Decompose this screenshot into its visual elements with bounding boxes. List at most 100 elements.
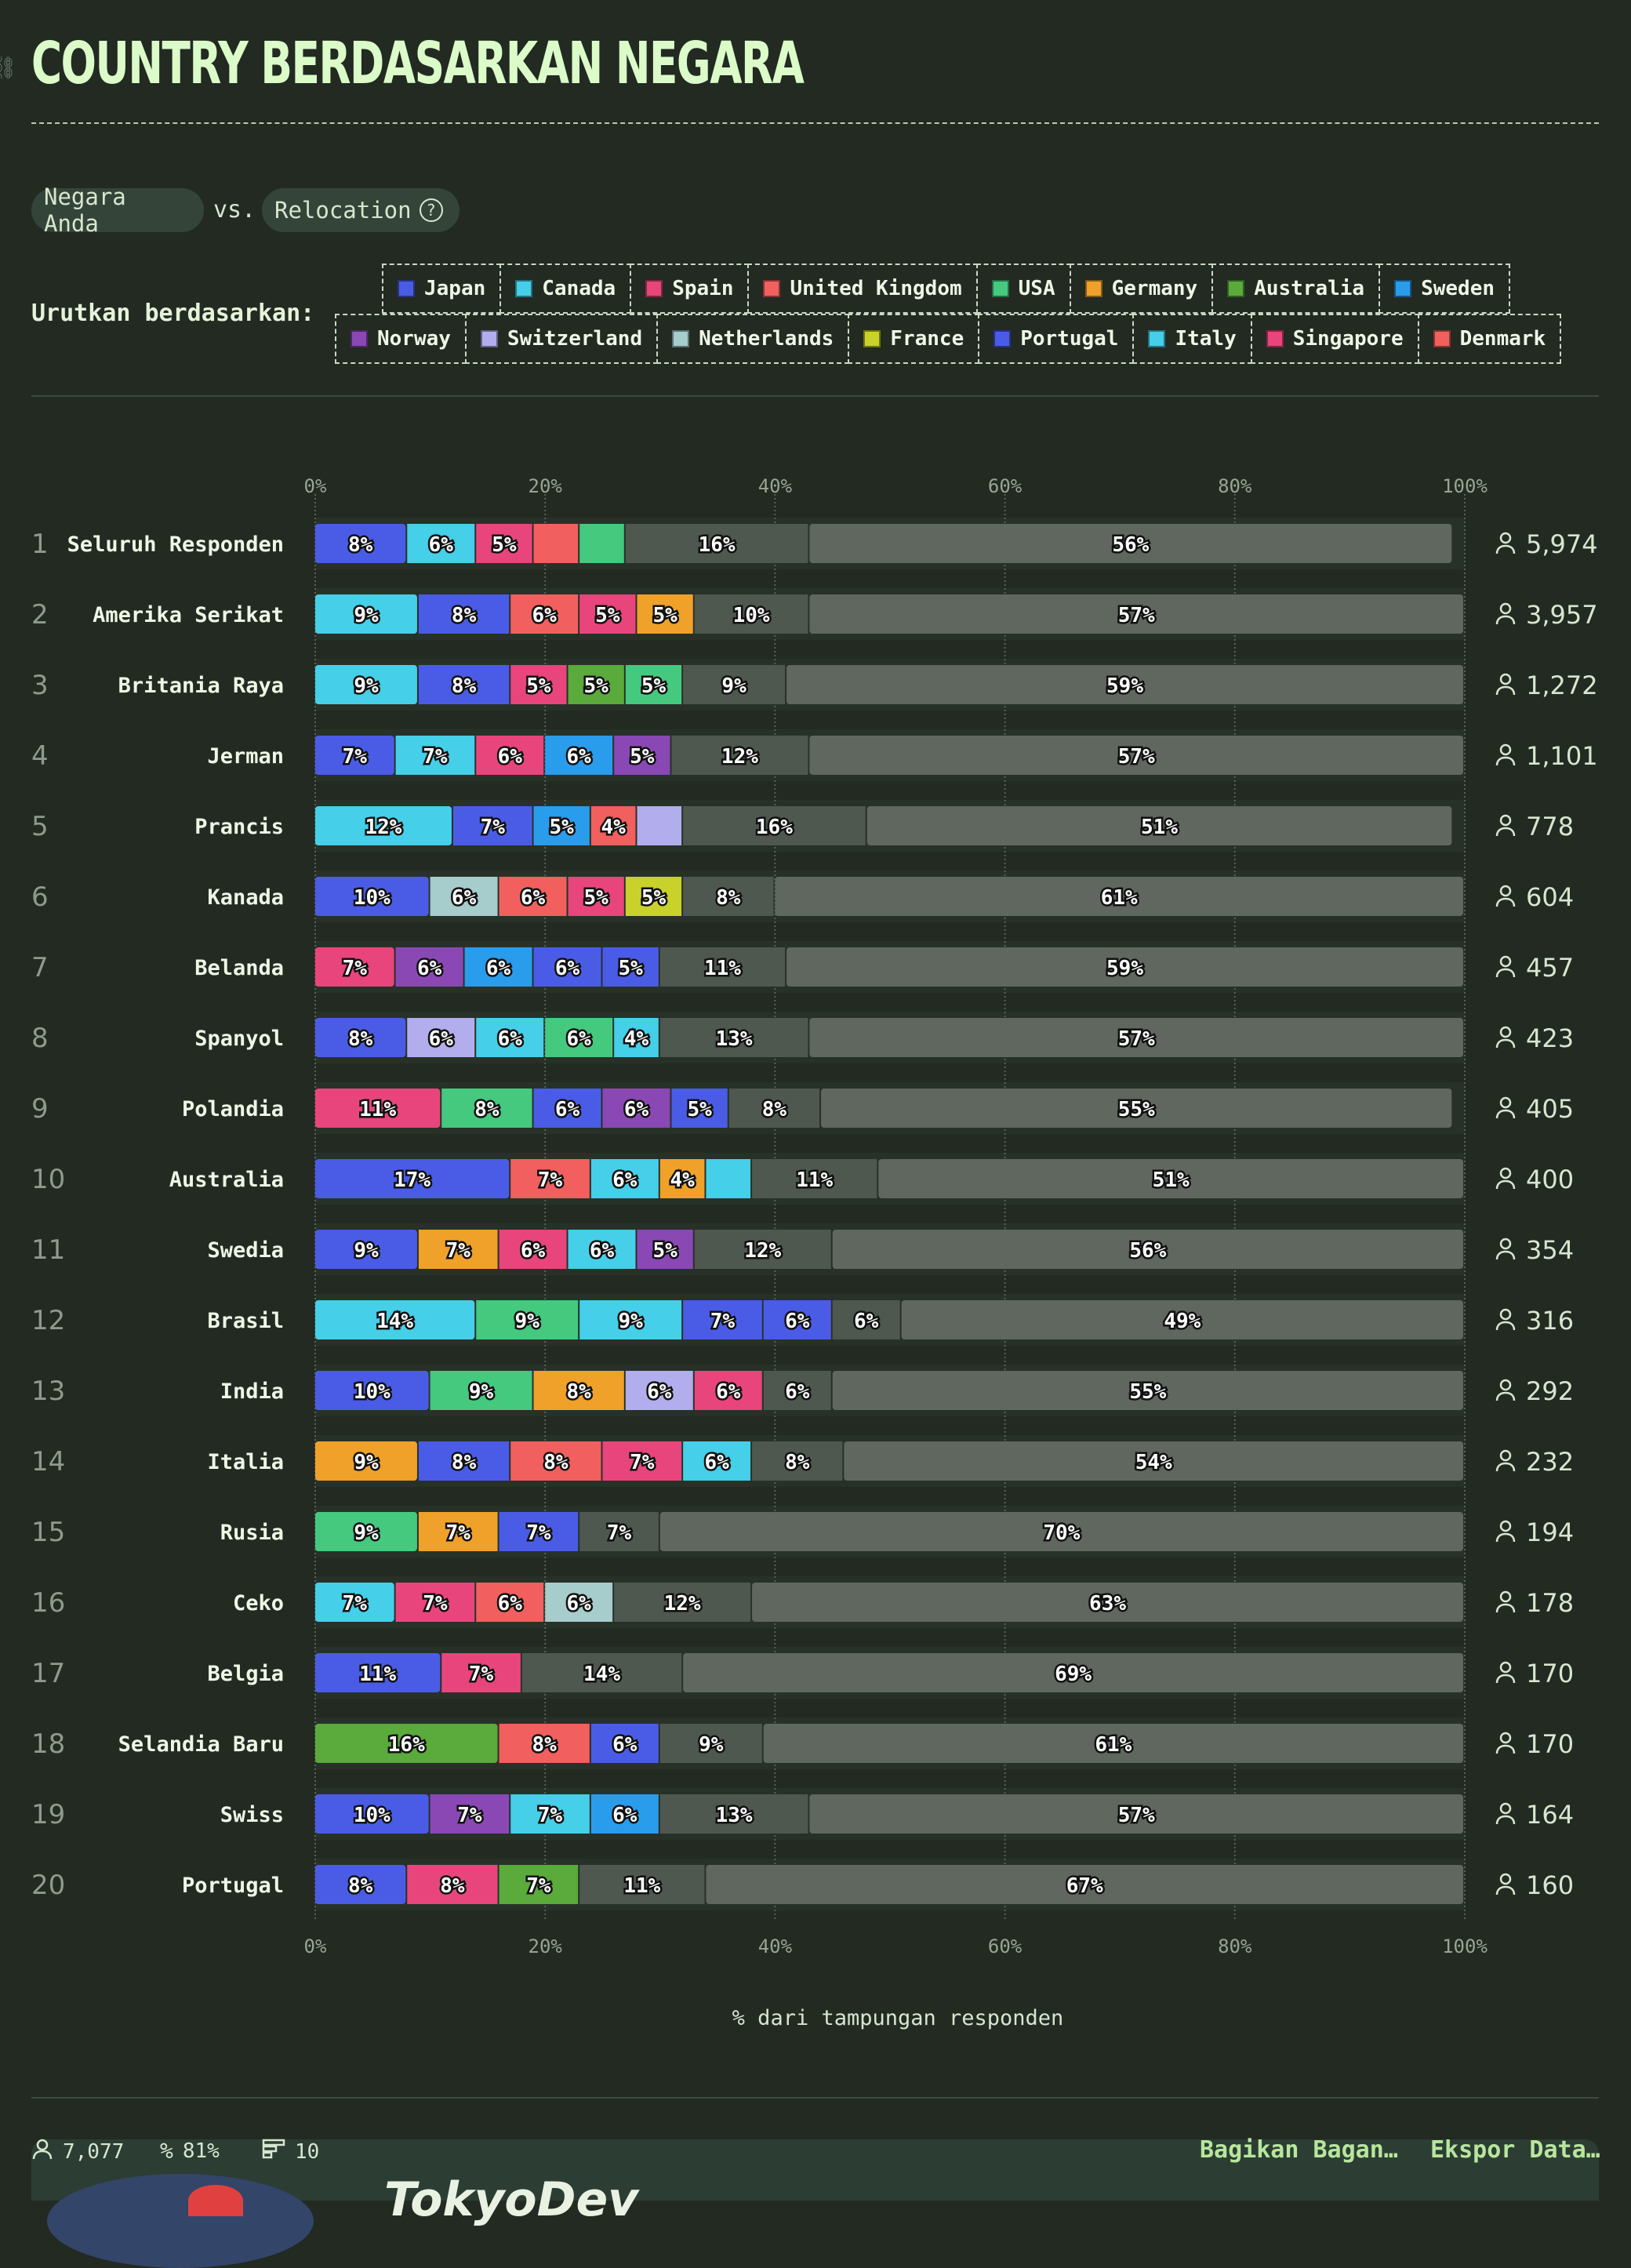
bar-segment-label: 5% — [618, 957, 643, 980]
bar-segment — [683, 1441, 751, 1481]
help-icon[interactable]: ? — [419, 198, 443, 222]
row-respondent-count: 160 — [1526, 1870, 1574, 1900]
legend-swatch — [1148, 330, 1166, 347]
bar-segment — [315, 1300, 475, 1339]
bar-segment-label: 7% — [469, 1663, 494, 1686]
bar-segment — [476, 1018, 544, 1057]
bar-segment — [533, 1371, 624, 1410]
bar-segment — [901, 1300, 1463, 1339]
row-respondent-count: 3,957 — [1526, 600, 1598, 630]
user-icon-body — [1495, 1109, 1516, 1119]
legend-item-united-kingdom[interactable]: United Kingdom — [747, 264, 978, 314]
bar-segment-label: 7% — [343, 1592, 368, 1616]
bar-segment — [418, 1230, 498, 1269]
controls-divider — [31, 395, 1599, 397]
bar-segment — [521, 1653, 682, 1692]
respondents-value: 7,077 — [63, 2139, 125, 2164]
legend-item-australia[interactable]: Australia — [1211, 264, 1381, 314]
legend-row-2: Norway Switzerland Netherlands France Portug… — [335, 314, 1562, 364]
row-rank: 20 — [31, 1870, 65, 1901]
bar-segment — [614, 736, 670, 775]
bar-segment — [395, 736, 475, 775]
row-respondent-count: 164 — [1526, 1800, 1574, 1830]
bar-segment-label: 7% — [343, 957, 368, 980]
link-icon[interactable]: ⛓ — [0, 55, 17, 81]
bar-segment — [315, 1230, 417, 1269]
bar-segment — [568, 1230, 636, 1269]
bar-segment — [809, 524, 1452, 563]
bar-segment-label: 4% — [670, 1169, 695, 1192]
bar-segment-label: 5% — [687, 1098, 712, 1121]
export-data-link[interactable]: Ekspor Data… — [1430, 2136, 1600, 2164]
legend-item-sweden[interactable]: Sweden — [1379, 264, 1510, 314]
row-rank: 10 — [31, 1164, 65, 1195]
legend-item-usa[interactable]: USA — [975, 264, 1071, 314]
row-rank: 7 — [31, 952, 49, 983]
bar-segment — [878, 1159, 1463, 1198]
bar-segment-label: 6% — [590, 1239, 615, 1263]
row-rank: 14 — [31, 1446, 65, 1477]
bar-segment-label: 10% — [354, 1804, 390, 1827]
bar-segment — [315, 1371, 429, 1410]
bar-segment — [499, 1230, 567, 1269]
bar-segment — [418, 1441, 510, 1481]
sort-label: Urutkan berdasarkan: — [31, 300, 315, 327]
row-user-icon — [1495, 1449, 1516, 1472]
user-icon-head — [1499, 1449, 1512, 1462]
bar-segment-label: 6% — [854, 1310, 879, 1333]
bar-segment — [786, 947, 1463, 987]
row-user-icon — [1495, 1096, 1516, 1119]
bar-segment-label: 12% — [664, 1592, 701, 1616]
legend-item-germany[interactable]: Germany — [1069, 264, 1214, 314]
bar-segment-label: 9% — [354, 1451, 379, 1474]
row-user-icon — [1495, 532, 1516, 554]
bar-segment-label: 6% — [612, 1804, 638, 1827]
user-icon-head — [1499, 673, 1512, 685]
bar-segment-label: 9% — [721, 674, 746, 698]
bar-segment-label: 9% — [699, 1733, 724, 1757]
percent-stat: % 81% — [160, 2138, 220, 2164]
row-country-label: Brasil — [207, 1309, 284, 1333]
bar-segment — [671, 736, 808, 775]
row-user-icon — [1495, 1661, 1516, 1684]
row-user-icon — [1495, 1873, 1516, 1895]
user-icon-body — [1495, 685, 1516, 696]
bar-segment — [625, 877, 682, 916]
legend-item-spain[interactable]: Spain — [630, 264, 750, 314]
row-rank: 4 — [31, 740, 49, 772]
legend-item-singapore[interactable]: Singapore — [1250, 314, 1419, 364]
bar-segment — [752, 1159, 877, 1198]
bar-segment — [441, 1653, 521, 1692]
legend-item-denmark[interactable]: Denmark — [1417, 314, 1562, 364]
legend-item-norway[interactable]: Norway — [335, 314, 467, 364]
legend-item-portugal[interactable]: Portugal — [978, 314, 1135, 364]
bar-segment — [809, 736, 1463, 775]
bar-segment — [395, 1583, 475, 1622]
legend-label: Japan — [424, 277, 486, 300]
bar-segment — [499, 1865, 579, 1904]
row-respondent-count: 170 — [1526, 1659, 1574, 1688]
row-country-label: Britania Raya — [118, 674, 284, 698]
bar-segment-label: 4% — [601, 816, 627, 839]
relocation-pill[interactable]: Relocation ? — [262, 188, 460, 232]
row-respondent-count: 170 — [1526, 1729, 1574, 1759]
bar-segment-label: 6% — [612, 1169, 638, 1192]
legend-item-japan[interactable]: Japan — [382, 264, 502, 314]
bar-segment-label: 6% — [521, 886, 546, 910]
legend-label: Canada — [542, 277, 616, 300]
row-rank: 9 — [31, 1093, 49, 1125]
bar-segment-label: 5% — [641, 674, 667, 698]
bar-segment — [315, 524, 406, 563]
bar-segment-label: 6% — [785, 1380, 810, 1404]
bar-segment — [452, 806, 532, 845]
vs-label: vs. — [213, 196, 256, 224]
user-icon-head — [1499, 1873, 1512, 1885]
user-icon-head — [1499, 1802, 1512, 1815]
row-country-label: Amerika Serikat — [93, 603, 284, 627]
bar-segment-label: 8% — [348, 533, 373, 557]
bar-segment — [694, 1230, 831, 1269]
share-chart-link[interactable]: Bagikan Bagan… — [1200, 2136, 1398, 2164]
bar-segment — [545, 736, 613, 775]
user-icon-head — [1499, 1308, 1512, 1321]
country-selector-pill[interactable]: Negara Anda — [31, 184, 204, 237]
